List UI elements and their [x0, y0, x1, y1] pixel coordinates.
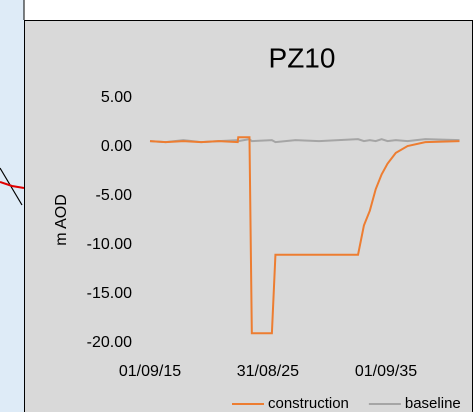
y-tick-label: 0.00 — [101, 138, 132, 155]
side-panel — [0, 0, 24, 412]
chart-title: PZ10 — [269, 42, 336, 73]
y-tick-label: -5.00 — [96, 187, 133, 204]
y-tick-label: 5.00 — [101, 89, 132, 106]
y-axis-label: m AOD — [53, 194, 70, 246]
series-line — [149, 136, 460, 335]
y-tick-label: -20.00 — [87, 334, 132, 351]
y-tick-label: -10.00 — [87, 236, 132, 253]
y-tick-label: -15.00 — [87, 285, 132, 302]
legend-label: construction — [268, 395, 349, 412]
legend-label: baseline — [405, 395, 461, 412]
x-tick-label: 01/09/15 — [119, 363, 181, 380]
x-tick-label: 01/09/35 — [355, 363, 417, 380]
chart-panel — [24, 20, 473, 412]
x-tick-label: 31/08/25 — [237, 363, 299, 380]
side-line-red — [0, 181, 25, 189]
